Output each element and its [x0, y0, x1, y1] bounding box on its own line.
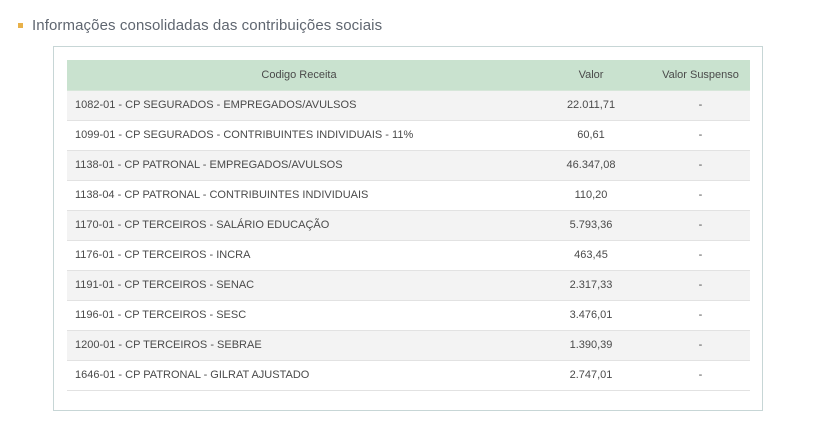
table-row: 1176-01 - CP TERCEIROS - INCRA 463,45 - — [67, 240, 750, 270]
cell-valor: 2.747,01 — [569, 369, 613, 381]
cell-valor: 46.347,08 — [566, 159, 616, 171]
cell-valor-suspenso: - — [698, 129, 703, 141]
cell-valor: 5.793,36 — [569, 219, 613, 231]
cell-valor: 2.317,33 — [569, 279, 613, 291]
table-row: 1099-01 - CP SEGURADOS - CONTRIBUINTES I… — [67, 120, 750, 150]
square-bullet-icon — [18, 22, 23, 28]
cell-valor-suspenso: - — [698, 279, 703, 291]
cell-valor: 110,20 — [574, 189, 608, 201]
cell-codigo: 1138-04 - CP PATRONAL - CONTRIBUINTES IN… — [75, 189, 369, 201]
cell-codigo: 1196-01 - CP TERCEIROS - SESC — [75, 309, 247, 321]
table-row: 1138-04 - CP PATRONAL - CONTRIBUINTES IN… — [67, 180, 750, 210]
cell-codigo: 1170-01 - CP TERCEIROS - SALÁRIO EDUCAÇÃ… — [75, 219, 330, 231]
cell-valor-suspenso: - — [698, 99, 703, 111]
table-row: 1200-01 - CP TERCEIROS - SEBRAE 1.390,39… — [67, 330, 750, 360]
cell-valor-suspenso: - — [698, 369, 703, 381]
cell-valor-suspenso: - — [698, 219, 703, 231]
cell-codigo: 1191-01 - CP TERCEIROS - SENAC — [75, 279, 255, 291]
cell-codigo: 1646-01 - CP PATRONAL - GILRAT AJUSTADO — [75, 369, 310, 381]
cell-valor: 463,45 — [574, 249, 608, 261]
header-valor: Valor — [531, 60, 651, 91]
cell-codigo: 1082-01 - CP SEGURADOS - EMPREGADOS/AVUL… — [75, 99, 357, 111]
header-valor-suspenso: Valor Suspenso — [651, 60, 750, 91]
cell-codigo: 1099-01 - CP SEGURADOS - CONTRIBUINTES I… — [75, 129, 414, 141]
section-title: Informações consolidadas das contribuiçõ… — [32, 16, 383, 34]
section-header: Informações consolidadas das contribuiçõ… — [18, 14, 382, 36]
cell-valor: 3.476,01 — [569, 309, 613, 321]
cell-codigo: 1176-01 - CP TERCEIROS - INCRA — [75, 249, 251, 261]
header-codigo-receita: Codigo Receita — [67, 60, 531, 91]
table-header-row: Codigo Receita Valor Valor Suspenso — [67, 60, 750, 91]
cell-valor: 1.390,39 — [569, 339, 613, 351]
cell-valor-suspenso: - — [698, 309, 703, 321]
table-row: 1191-01 - CP TERCEIROS - SENAC 2.317,33 … — [67, 270, 750, 300]
contributions-table-panel: Codigo Receita Valor Valor Suspenso 1082… — [53, 46, 763, 411]
table-row: 1082-01 - CP SEGURADOS - EMPREGADOS/AVUL… — [67, 90, 750, 120]
cell-codigo: 1200-01 - CP TERCEIROS - SEBRAE — [75, 339, 262, 351]
cell-valor: 60,61 — [577, 129, 605, 141]
cell-valor-suspenso: - — [698, 159, 703, 171]
table-row: 1170-01 - CP TERCEIROS - SALÁRIO EDUCAÇÃ… — [67, 210, 750, 240]
table-row: 1138-01 - CP PATRONAL - EMPREGADOS/AVULS… — [67, 150, 750, 180]
cell-valor-suspenso: - — [698, 189, 703, 201]
cell-valor-suspenso: - — [698, 249, 703, 261]
cell-valor-suspenso: - — [698, 339, 703, 351]
cell-valor: 22.011,71 — [566, 99, 616, 111]
table-row: 1646-01 - CP PATRONAL - GILRAT AJUSTADO … — [67, 360, 750, 390]
table-row: 1196-01 - CP TERCEIROS - SESC 3.476,01 - — [67, 300, 750, 330]
contributions-table: Codigo Receita Valor Valor Suspenso 1082… — [67, 60, 750, 391]
cell-codigo: 1138-01 - CP PATRONAL - EMPREGADOS/AVULS… — [75, 159, 343, 171]
